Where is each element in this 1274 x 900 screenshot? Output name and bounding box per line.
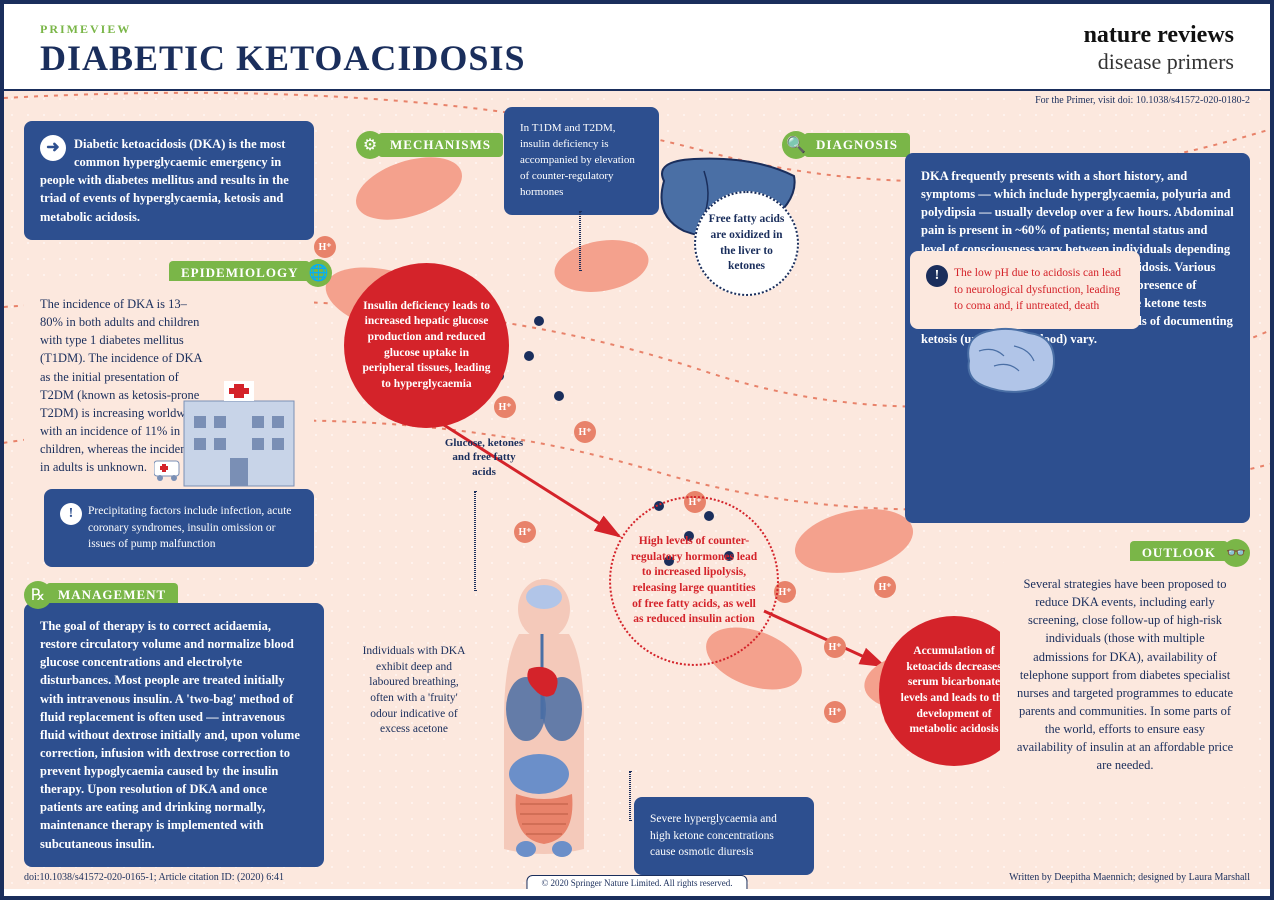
globe-icon: 🌐: [304, 259, 332, 287]
glucose-dot: [524, 351, 534, 361]
journal-name-bottom: disease primers: [1084, 49, 1234, 75]
epidemiology-alert: ! Precipitating factors include infectio…: [44, 489, 314, 567]
hplus-ion: H⁺: [514, 521, 536, 543]
glucose-dot: [554, 391, 564, 401]
header: PRIMEVIEW DIABETIC KETOACIDOSIS nature r…: [4, 4, 1270, 89]
outlook-box: Several strategies have been proposed to…: [1000, 561, 1250, 788]
hospital-icon: [154, 376, 314, 496]
page-frame: PRIMEVIEW DIABETIC KETOACIDOSIS nature r…: [0, 0, 1274, 900]
ffa-liver-text: Free fatty acids are oxidized in the liv…: [708, 212, 785, 274]
gear-icon: ⚙: [356, 131, 384, 159]
human-body-icon: [434, 579, 654, 869]
mechanisms-label: MECHANISMS: [378, 133, 503, 157]
diuresis-box: Severe hyperglycaemia and high ketone co…: [634, 797, 814, 875]
alert-icon: !: [60, 503, 82, 525]
ffa-liver-circle: Free fatty acids are oxidized in the liv…: [694, 191, 799, 296]
brain-icon: [954, 321, 1064, 401]
hplus-ion: H⁺: [314, 236, 336, 258]
alert-icon: !: [926, 265, 948, 287]
outlook-text: Several strategies have been proposed to…: [1017, 577, 1233, 772]
header-left: PRIMEVIEW DIABETIC KETOACIDOSIS: [40, 22, 525, 79]
magnify-icon: 🔍: [782, 131, 810, 159]
t1t2-callout: In T1DM and T2DM, insulin deficiency is …: [504, 107, 659, 215]
t1t2-text: In T1DM and T2DM, insulin deficiency is …: [520, 122, 635, 198]
hplus-ion: H⁺: [874, 576, 896, 598]
hplus-ion: H⁺: [824, 701, 846, 723]
gkf-label: Glucose, ketones and free fatty acids: [444, 436, 524, 479]
journal-name-top: nature reviews: [1084, 22, 1234, 49]
intro-text: Diabetic ketoacidosis (DKA) is the most …: [40, 137, 289, 224]
diuresis-text: Severe hyperglycaemia and high ketone co…: [650, 813, 777, 858]
page-title: DIABETIC KETOACIDOSIS: [40, 37, 525, 79]
journal-brand: nature reviews disease primers: [1084, 22, 1234, 75]
ketoacids-text: Accumulation of ketoacids decreases seru…: [897, 644, 1011, 737]
mechanisms-header: ⚙ MECHANISMS: [356, 131, 503, 159]
insulin-def-circle: Insulin deficiency leads to increased he…: [344, 263, 509, 428]
glucose-dot: [534, 316, 544, 326]
hplus-ion: H⁺: [494, 396, 516, 418]
management-box: The goal of therapy is to correct acidae…: [24, 603, 324, 867]
credits: Written by Deepitha Maennich; designed b…: [1009, 872, 1250, 883]
diagnosis-alert: ! The low pH due to acidosis can lead to…: [910, 251, 1140, 329]
diagnosis-header: 🔍 DIAGNOSIS: [782, 131, 910, 159]
binoculars-icon: 👓: [1222, 539, 1250, 567]
diagnosis-alert-text: The low pH due to acidosis can lead to n…: [954, 265, 1124, 315]
arrow-icon: ➜: [40, 135, 66, 161]
copyright: © 2020 Springer Nature Limited. All righ…: [526, 875, 747, 889]
diagnosis-label: DIAGNOSIS: [804, 133, 910, 157]
infographic-canvas: For the Primer, visit doi: 10.1038/s4157…: [4, 89, 1270, 889]
epidemiology-alert-text: Precipitating factors include infection,…: [88, 503, 298, 553]
intro-box: ➜ Diabetic ketoacidosis (DKA) is the mos…: [24, 121, 314, 240]
insulin-def-text: Insulin deficiency leads to increased he…: [362, 299, 491, 392]
primeview-label: PRIMEVIEW: [40, 22, 525, 37]
article-doi: doi:10.1038/s41572-020-0165-1; Article c…: [24, 872, 284, 883]
hplus-ion: H⁺: [824, 636, 846, 658]
hplus-ion: H⁺: [574, 421, 596, 443]
management-text: The goal of therapy is to correct acidae…: [40, 619, 300, 851]
rx-icon: ℞: [24, 581, 52, 609]
